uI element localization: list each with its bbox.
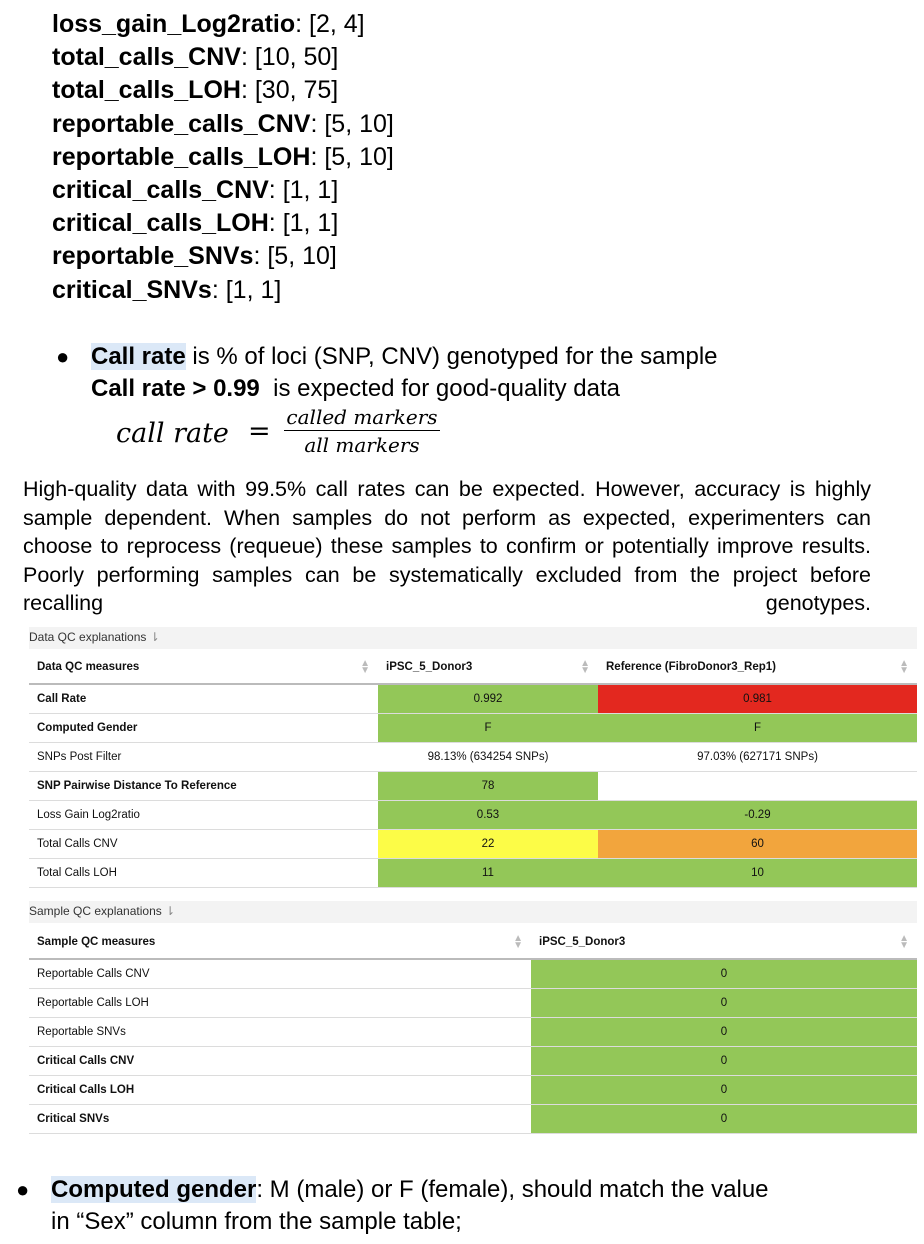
table-row: Total Calls CNV 22 60 [29,829,917,859]
call-rate-line2: Call rate > 0.99 is expected for good-qu… [91,375,621,402]
threshold-item: critical_SNVs: [1, 1] [52,275,282,304]
measure-label: Call Rate [29,684,378,714]
sample-value: 78 [378,771,598,801]
column-header-sample-qc-measures[interactable]: Sample QC measures ▲ ▼ [29,926,531,960]
table-row: Critical SNVs 0 [29,1104,917,1134]
reference-value: F [598,713,917,743]
measure-label: Total Calls LOH [29,858,378,888]
sample-value: 98.13% (634254 SNPs) [378,742,598,772]
sample-value: F [378,713,598,743]
bullet-dot-icon: ● [56,344,70,369]
bullet-dot-icon: ● [16,1177,30,1202]
table-row: Reportable Calls CNV 0 [29,959,917,989]
table-row: SNP Pairwise Distance To Reference 78 [29,771,917,801]
table-row: SNPs Post Filter 98.13% (634254 SNPs) 97.0… [29,742,917,772]
gender-line1: Computed gender: M (male) or F (female),… [51,1176,769,1203]
column-header-sample[interactable]: iPSC_5_Donor3 ▲ ▼ [378,651,598,685]
threshold-item: total_calls_LOH: [30, 75] [52,76,339,105]
measure-label: SNP Pairwise Distance To Reference [29,771,378,801]
sample-value: 11 [378,858,598,888]
sample-value: 0 [531,988,917,1018]
reference-value: -0.29 [598,800,917,830]
table-row: Call Rate 0.992 0.981 [29,684,917,714]
table-row: Reportable Calls LOH 0 [29,988,917,1018]
measure-label: Critical Calls LOH [29,1075,531,1105]
threshold-list: loss_gain_Log2ratio: [2, 4] total_calls_… [52,8,394,307]
sort-icon[interactable]: ▲ ▼ [360,658,370,676]
formula-denominator: all markers [304,433,420,457]
sample-qc-explanations-toggle[interactable]: Sample QC explanations ⇂ [29,901,917,923]
sample-value: 0 [531,1046,917,1076]
data-qc-explanations-toggle[interactable]: Data QC explanations ⇂ [29,627,917,649]
sample-value: 0 [531,959,917,989]
threshold-item: reportable_SNVs: [5, 10] [52,242,337,271]
threshold-item: loss_gain_Log2ratio: [2, 4] [52,10,365,38]
measure-label: Critical Calls CNV [29,1046,531,1076]
sort-icon[interactable]: ▲ ▼ [513,933,523,951]
measure-label: Critical SNVs [29,1104,531,1134]
table-row: Total Calls LOH 11 10 [29,858,917,888]
reference-value: 97.03% (627171 SNPs) [598,742,917,772]
reference-value: 60 [598,829,917,859]
reference-value: 10 [598,858,917,888]
threshold-item: total_calls_CNV: [10, 50] [52,43,339,72]
gender-term: Computed gender [51,1176,257,1203]
explanation-paragraph: High-quality data with 99.5% call rates … [23,477,871,616]
gender-line2: in “Sex” column from the sample table; [51,1208,462,1235]
sort-icon[interactable]: ▲ ▼ [899,933,909,951]
reference-value [598,771,917,801]
sample-value: 22 [378,829,598,859]
measure-label: Reportable Calls LOH [29,988,531,1018]
sample-value: 0.992 [378,684,598,714]
sample-value: 0 [531,1017,917,1047]
sample-value: 0.53 [378,800,598,830]
call-rate-term: Call rate [91,343,186,370]
table-row: Computed Gender F F [29,713,917,743]
data-qc-table: Data QC measures ▲ ▼ iPSC_5_Donor3 ▲ ▼ Refer… [29,651,917,888]
sample-qc-table: Sample QC measures ▲ ▼ iPSC_5_Donor3 ▲ ▼ Rep… [29,926,917,1134]
table-row: Loss Gain Log2ratio 0.53 -0.29 [29,800,917,830]
sort-icon[interactable]: ▲ ▼ [899,658,909,676]
threshold-item: reportable_calls_CNV: [5, 10] [52,109,394,138]
reference-value: 0.981 [598,684,917,714]
threshold-item: critical_calls_CNV: [1, 1] [52,176,339,205]
column-header-sample[interactable]: iPSC_5_Donor3 ▲ ▼ [531,926,917,960]
threshold-item: critical_calls_LOH: [1, 1] [52,209,339,238]
measure-label: Computed Gender [29,713,378,743]
measure-label: Loss Gain Log2ratio [29,800,378,830]
formula-equals: = [248,416,271,447]
table-row: Critical Calls CNV 0 [29,1046,917,1076]
sort-icon[interactable]: ▲ ▼ [580,658,590,676]
threshold-item: reportable_calls_LOH: [5, 10] [52,142,394,171]
measure-label: Reportable SNVs [29,1017,531,1047]
column-header-reference[interactable]: Reference (FibroDonor3_Rep1) ▲ ▼ [598,651,917,685]
sample-value: 0 [531,1075,917,1105]
sample-value: 0 [531,1104,917,1134]
formula-fraction: called markers all markers [284,404,440,459]
formula-numerator: called markers [284,404,440,431]
measure-label: Reportable Calls CNV [29,959,531,989]
column-header-data-qc-measures[interactable]: Data QC measures ▲ ▼ [29,651,378,685]
formula-lhs: call rate [116,418,229,449]
table-row: Reportable SNVs 0 [29,1017,917,1047]
measure-label: SNPs Post Filter [29,742,378,772]
measure-label: Total Calls CNV [29,829,378,859]
table-row: Critical Calls LOH 0 [29,1075,917,1105]
call-rate-line1: Call rate is % of loci (SNP, CNV) genoty… [91,343,718,370]
arrow-down-icon: ⇂ [149,630,160,644]
arrow-down-icon: ⇂ [165,904,176,918]
